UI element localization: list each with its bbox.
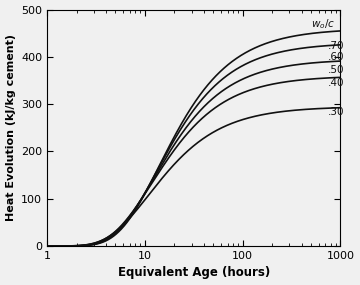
Text: .30: .30 <box>328 107 345 117</box>
Y-axis label: Heat Evolution (kJ/kg cement): Heat Evolution (kJ/kg cement) <box>5 34 15 221</box>
X-axis label: Equivalent Age (hours): Equivalent Age (hours) <box>118 266 270 280</box>
Text: .40: .40 <box>328 78 345 88</box>
Text: .50: .50 <box>328 65 345 75</box>
Text: $w_o/c$: $w_o/c$ <box>311 17 335 31</box>
Text: .60: .60 <box>328 52 345 62</box>
Text: .70: .70 <box>328 41 345 52</box>
